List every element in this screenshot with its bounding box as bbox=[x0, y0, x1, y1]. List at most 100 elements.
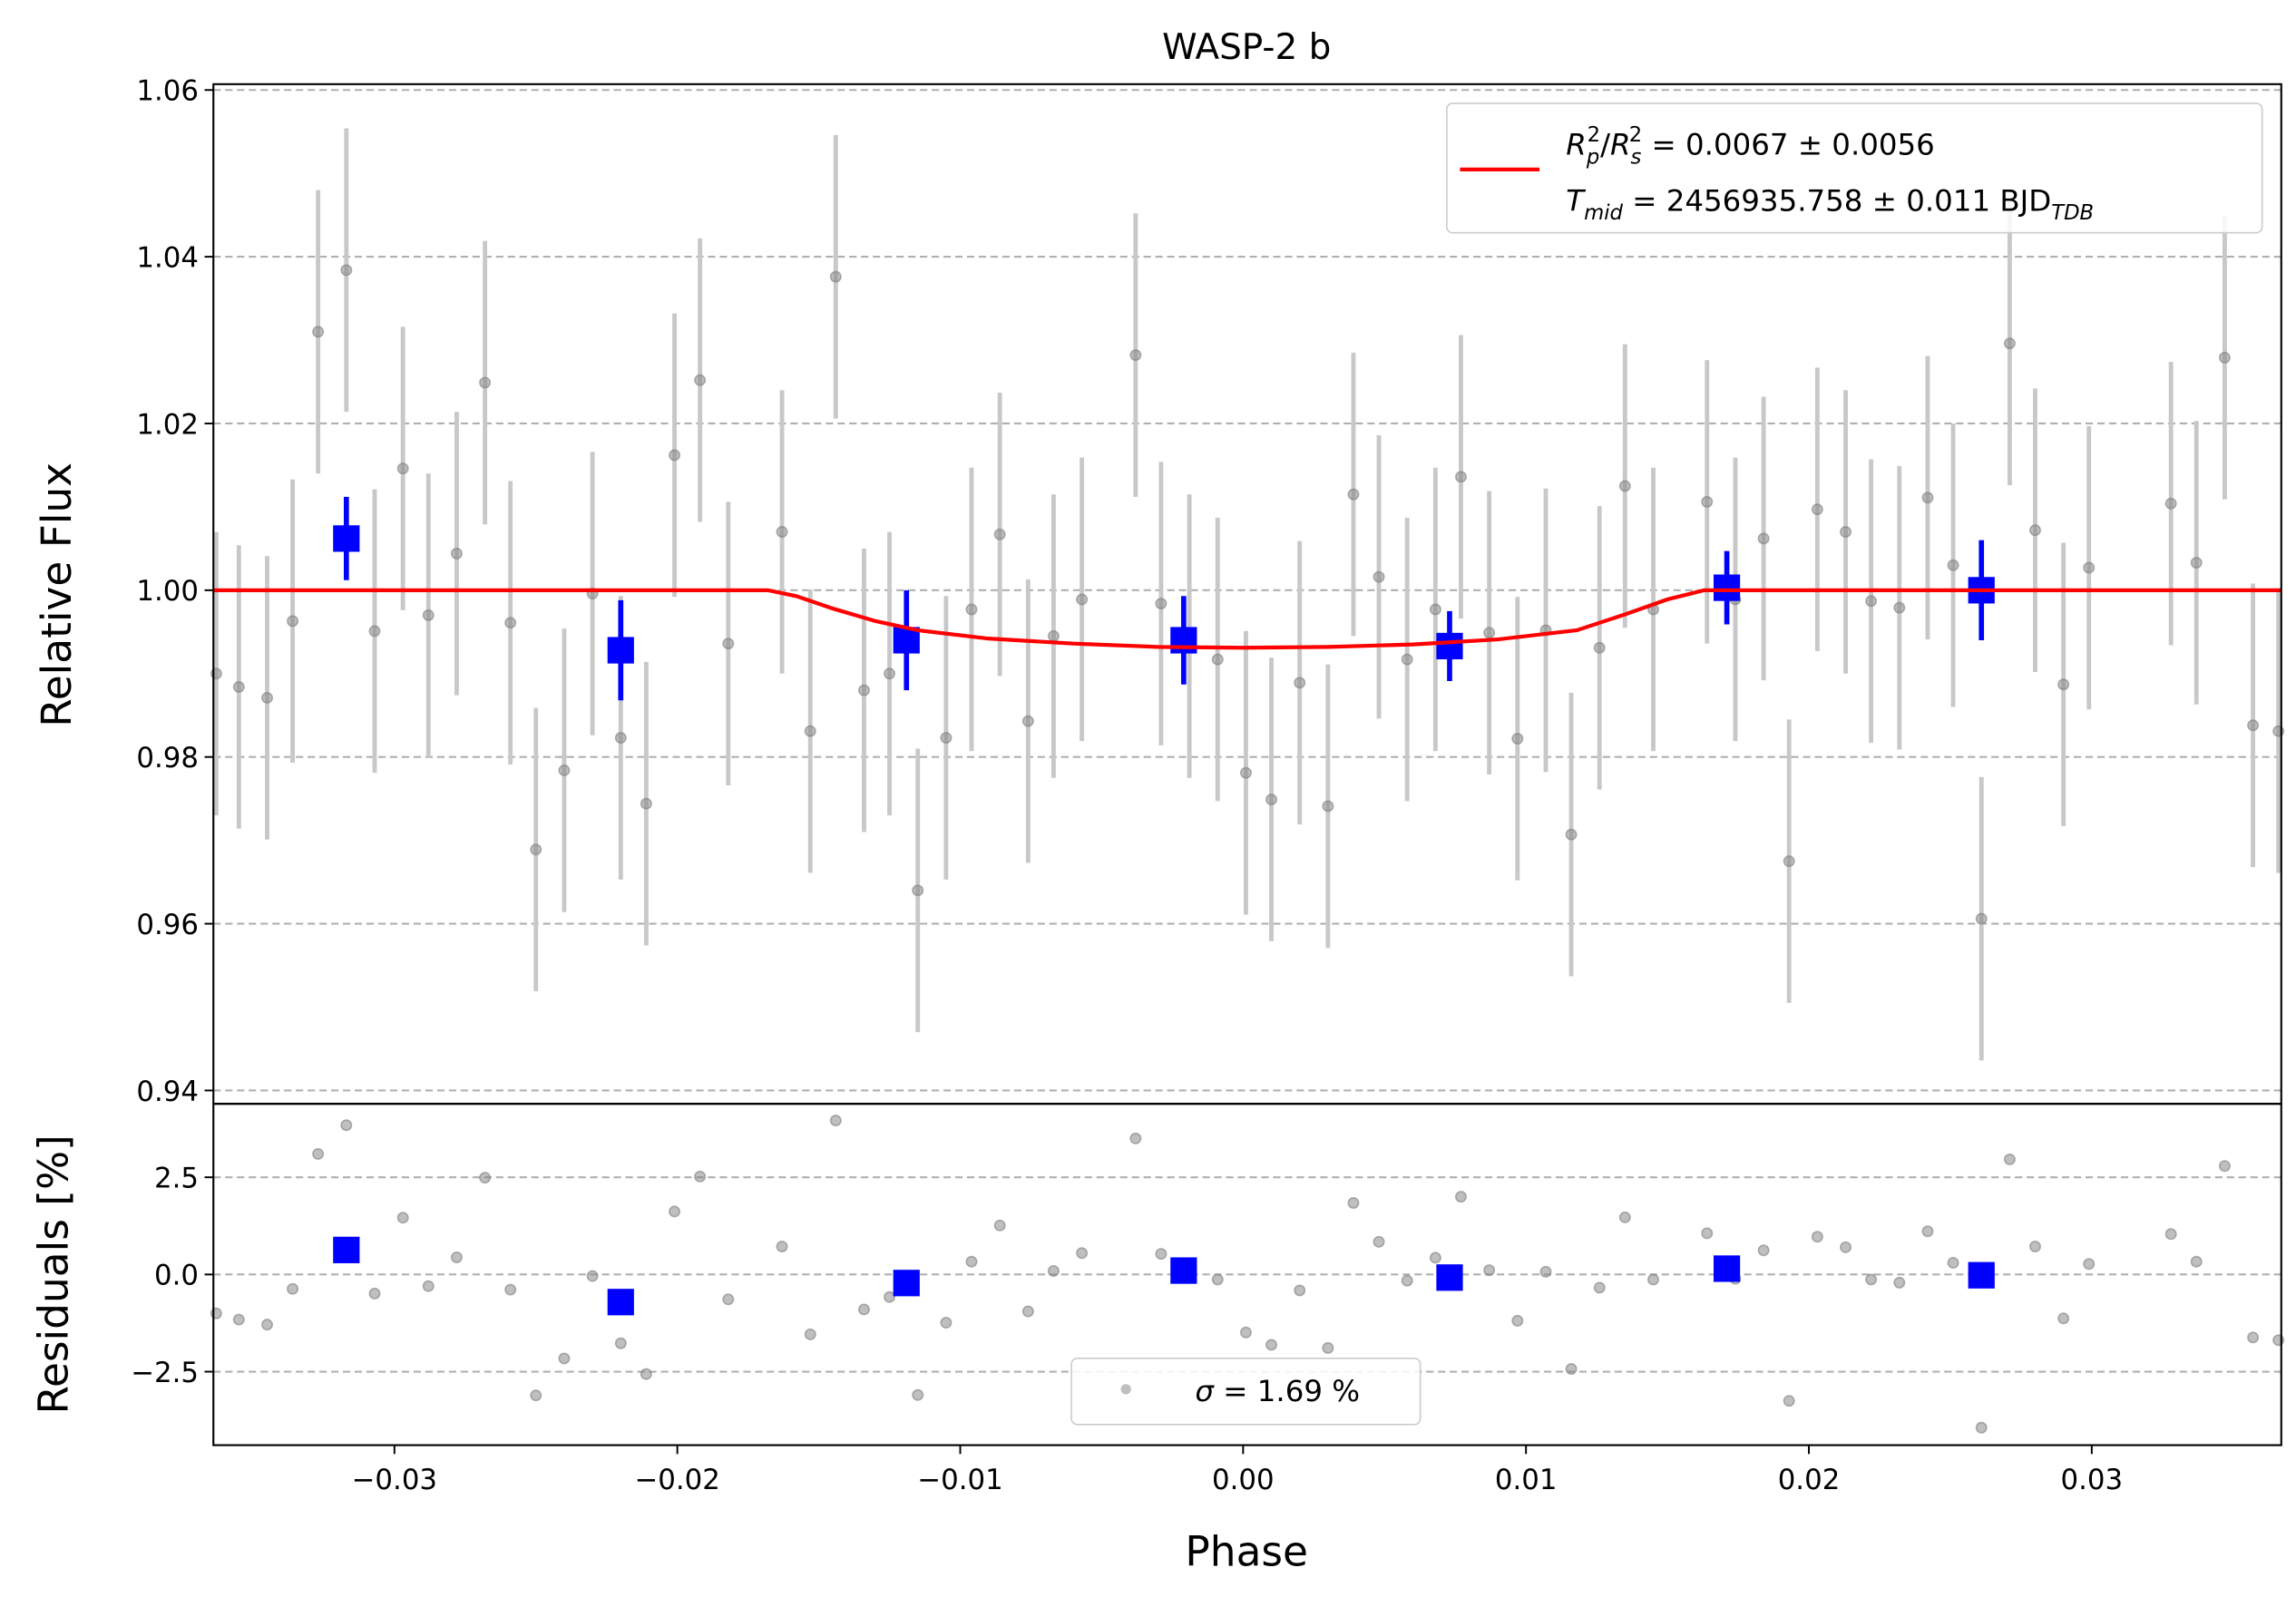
residual-point bbox=[1511, 1314, 1524, 1327]
legend-text-part: 2 bbox=[1588, 123, 1600, 147]
binned-point bbox=[1713, 574, 1741, 601]
data-point bbox=[1893, 601, 1906, 614]
legend-text-part: σ bbox=[1195, 1374, 1215, 1408]
binned-point bbox=[1713, 1255, 1741, 1282]
binned-point bbox=[893, 1270, 920, 1297]
data-point bbox=[1155, 598, 1168, 610]
residual-point bbox=[1401, 1274, 1413, 1287]
residual-point bbox=[2057, 1312, 2070, 1325]
data-point bbox=[530, 843, 542, 856]
residual-point bbox=[857, 1303, 870, 1316]
residual-point bbox=[422, 1280, 435, 1292]
data-point bbox=[804, 725, 816, 737]
residual-point bbox=[1757, 1244, 1770, 1257]
data-point bbox=[1757, 532, 1770, 545]
data-point bbox=[1840, 526, 1852, 538]
residual-point bbox=[965, 1255, 978, 1268]
residual-point bbox=[368, 1287, 381, 1300]
data-point bbox=[965, 603, 978, 616]
legend-text-part: mid bbox=[1584, 201, 1623, 225]
binned-point bbox=[1170, 627, 1197, 654]
data-point bbox=[1076, 593, 1089, 606]
data-point bbox=[2083, 561, 2096, 574]
axes-frame bbox=[212, 1103, 2282, 1446]
residual-point bbox=[1921, 1225, 1934, 1238]
residual-point bbox=[1347, 1196, 1360, 1209]
data-point bbox=[940, 732, 953, 745]
legend-text-part: = 0.0067 ± 0.0056 bbox=[1642, 128, 1935, 162]
residual-point bbox=[2083, 1258, 2096, 1271]
residual-point bbox=[261, 1319, 273, 1331]
data-point bbox=[1347, 488, 1360, 501]
residual-point bbox=[776, 1241, 788, 1252]
legend-box bbox=[1070, 1358, 1422, 1426]
x-axis-label: Phase bbox=[1185, 1528, 1308, 1576]
x-tick-label: −0.02 bbox=[634, 1464, 719, 1496]
residual-point bbox=[2247, 1331, 2260, 1344]
x-tick-label: −0.03 bbox=[352, 1464, 437, 1496]
residual-point bbox=[1811, 1231, 1823, 1243]
data-point bbox=[669, 449, 681, 462]
residual-point bbox=[669, 1205, 681, 1218]
chart-title: WASP-2 b bbox=[1162, 27, 1331, 68]
legend-text-part: R bbox=[1610, 128, 1631, 162]
y-tick-label: 0.0 bbox=[154, 1260, 199, 1292]
legend-text-part: p bbox=[1586, 145, 1599, 169]
y-tick-label: 1.04 bbox=[136, 241, 199, 274]
x-tick-label: 0.00 bbox=[1212, 1464, 1275, 1496]
residual-point bbox=[640, 1368, 652, 1380]
data-point bbox=[829, 270, 842, 283]
binned-point bbox=[1436, 1264, 1463, 1291]
data-point bbox=[368, 625, 381, 638]
data-point bbox=[694, 374, 707, 386]
residual-point bbox=[2190, 1255, 2203, 1268]
residual-point bbox=[312, 1147, 325, 1160]
data-point bbox=[2003, 337, 2016, 350]
data-point bbox=[1701, 495, 1714, 508]
residual-point bbox=[912, 1388, 924, 1401]
data-point bbox=[232, 680, 245, 693]
y-tick-label: 1.02 bbox=[136, 408, 199, 441]
residual-point bbox=[1483, 1264, 1496, 1277]
residual-point bbox=[1021, 1305, 1034, 1318]
data-point bbox=[1511, 732, 1524, 745]
data-point bbox=[640, 797, 652, 810]
x-tick-label: −0.01 bbox=[917, 1464, 1002, 1496]
legend-text-part: T bbox=[1566, 183, 1586, 218]
data-point bbox=[312, 326, 325, 338]
data-point bbox=[1565, 828, 1578, 841]
binned-point bbox=[607, 1289, 634, 1316]
data-point bbox=[776, 526, 788, 538]
data-point bbox=[1593, 641, 1606, 654]
y-axis-label: Residuals [%] bbox=[30, 1134, 78, 1414]
data-point bbox=[1618, 480, 1631, 492]
binned-point bbox=[333, 525, 360, 552]
residual-point bbox=[804, 1328, 816, 1340]
data-point bbox=[287, 615, 299, 628]
data-point bbox=[422, 609, 435, 621]
data-point bbox=[1865, 595, 1878, 608]
legend-text-part: / bbox=[1600, 128, 1610, 162]
data-point bbox=[558, 764, 571, 776]
residual-point bbox=[396, 1212, 409, 1224]
data-point bbox=[261, 691, 273, 704]
residual-point bbox=[1539, 1265, 1552, 1278]
y-tick-label: 0.94 bbox=[136, 1076, 199, 1108]
legend-text: Rp2/Rs2 = 0.0067 ± 0.0056 bbox=[1566, 123, 1935, 169]
binned-point bbox=[607, 637, 634, 664]
residual-point bbox=[1893, 1276, 1906, 1289]
legend-text-part: = 1.69 % bbox=[1214, 1374, 1360, 1408]
residual-point bbox=[1947, 1257, 1959, 1269]
data-point bbox=[504, 617, 517, 629]
residual-point bbox=[1373, 1235, 1385, 1248]
data-point bbox=[450, 547, 463, 560]
residual-point bbox=[1975, 1421, 1988, 1434]
data-point bbox=[396, 463, 409, 475]
binned-point bbox=[1170, 1257, 1197, 1284]
residual-point bbox=[232, 1313, 245, 1326]
residual-point bbox=[2028, 1241, 2041, 1252]
residual-point bbox=[829, 1115, 842, 1127]
residual-point bbox=[940, 1317, 953, 1329]
